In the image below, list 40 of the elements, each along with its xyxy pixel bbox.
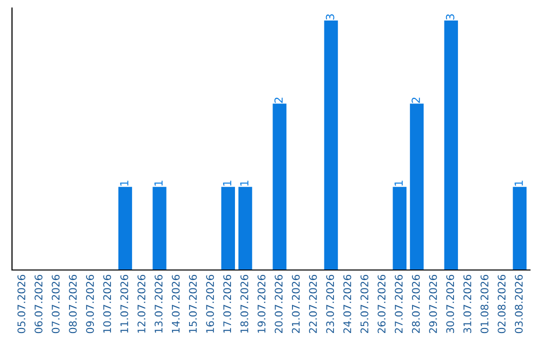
x-tick-label: 08.07.2026 — [68, 274, 77, 334]
data-label: 1 — [223, 180, 232, 186]
x-tick-label: 31.07.2026 — [463, 274, 472, 334]
data-label: 2 — [412, 98, 420, 103]
x-tick-label: 27.07.2026 — [394, 274, 403, 334]
x-tick-label: 02.08.2026 — [498, 274, 506, 334]
x-tick-label: 16.07.2026 — [206, 274, 214, 333]
x-tick-label: 15.07.2026 — [188, 274, 197, 333]
x-tick-label: 05.07.2026 — [17, 274, 26, 334]
x-tick-label: 17.07.2026 — [223, 274, 232, 333]
x-tick-label: 29.07.2026 — [429, 274, 437, 334]
data-label: 1 — [154, 180, 163, 186]
x-tick-label: 11.07.2026 — [120, 274, 128, 333]
data-label: 3 — [446, 14, 454, 20]
x-tick-label: 22.07.2026 — [309, 274, 317, 334]
x-tick-label: 14.07.2026 — [172, 274, 180, 333]
data-label: 1 — [514, 180, 523, 186]
x-tick-label: 12.07.2026 — [138, 274, 146, 333]
data-label: 1 — [394, 180, 403, 186]
x-tick-label: 23.07.2026 — [326, 274, 334, 334]
x-tick-label: 26.07.2026 — [378, 274, 386, 334]
x-tick-label: 07.07.2026 — [52, 274, 60, 334]
data-label: 1 — [120, 180, 128, 186]
x-tick-label: 03.08.2026 — [514, 274, 523, 334]
x-tick-label: 24.07.2026 — [343, 274, 352, 334]
x-tick-label: 30.07.2026 — [446, 274, 454, 334]
x-tick-label: 28.07.2026 — [412, 274, 420, 334]
x-tick-label: 21.07.2026 — [292, 274, 300, 334]
x-tick-label: 06.07.2026 — [34, 274, 42, 334]
x-tick-label: 13.07.2026 — [154, 274, 163, 333]
data-label: 3 — [326, 14, 334, 20]
x-tick-label: 19.07.2026 — [258, 274, 266, 333]
x-tick-label: 01.08.2026 — [480, 274, 488, 334]
x-tick-label: 10.07.2026 — [103, 274, 112, 333]
data-label: 1 — [240, 180, 248, 186]
x-tick-label: 20.07.2026 — [274, 274, 283, 334]
data-label: 2 — [274, 98, 283, 103]
x-tick-label: 25.07.2026 — [360, 274, 368, 334]
x-tick-label: 09.07.2026 — [86, 274, 94, 334]
x-tick-label: 18.07.2026 — [240, 274, 248, 333]
